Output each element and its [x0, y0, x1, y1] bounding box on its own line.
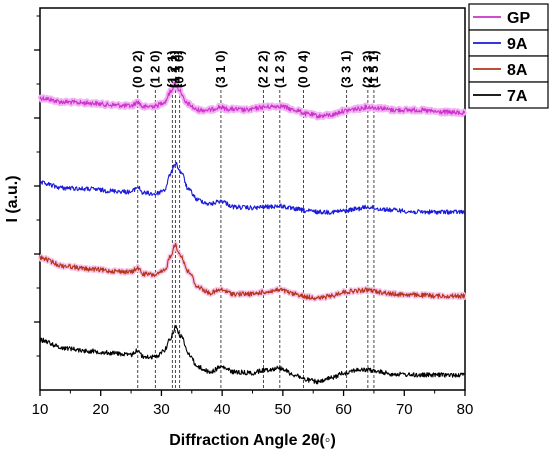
- plane-label: (1 2 1): [164, 50, 179, 88]
- plane-label: (0 0 4): [296, 50, 311, 88]
- plane-label: (2 3 3): [360, 50, 375, 88]
- plane-labels: (0 0 2) (1 2 0) (1 2 1)(1 1 2)(0 3 0) (3 1 …: [130, 50, 381, 88]
- legend-label: GP: [507, 10, 530, 27]
- x-tick-label: 70: [396, 401, 413, 418]
- x-tick-label: 30: [153, 401, 170, 418]
- y-axis-ticks: [34, 15, 40, 357]
- series-line-7a: [39, 325, 465, 385]
- plane-label: (0 3 0): [172, 50, 187, 88]
- x-tick-label: 50: [275, 401, 292, 418]
- plot-frame: [39, 7, 466, 391]
- legend-label: 9A: [507, 36, 528, 53]
- legend-label: 8A: [507, 62, 528, 79]
- x-tick-label: 80: [457, 401, 474, 418]
- x-axis-ticks: 10 20 30 40 50 60 70 80: [32, 390, 474, 418]
- plane-label: (3 3 1): [339, 50, 354, 88]
- series-line-9a: [39, 161, 466, 215]
- plane-label: (1 2 3): [272, 50, 287, 88]
- legend-label: 7A: [507, 88, 528, 105]
- series-gp-glow: [37, 79, 467, 121]
- x-axis-title: Diffraction Angle 2θ(◦): [169, 432, 336, 449]
- plane-label: (0 0 2): [130, 50, 145, 88]
- plane-label: (1 5 1): [366, 50, 381, 88]
- plot-area-border: [39, 7, 466, 391]
- y-axis-title: I (a.u.): [4, 175, 21, 222]
- x-tick-label: 20: [92, 401, 109, 418]
- legend: GP 9A 8A 7A: [468, 3, 549, 109]
- plane-label: (1 1 2): [167, 50, 182, 88]
- series-8a-glow: [38, 241, 467, 302]
- x-tick-label: 60: [335, 401, 352, 418]
- plane-label: (1 2 0): [147, 50, 162, 88]
- plane-label: (2 2 2): [255, 50, 270, 88]
- series-layer: [37, 79, 467, 385]
- x-tick-label: 40: [214, 401, 231, 418]
- series-line-8a: [39, 242, 466, 301]
- reference-lines: [137, 90, 375, 390]
- series-line-gp: [39, 81, 466, 119]
- x-tick-label: 10: [32, 401, 49, 418]
- plane-label: (3 1 0): [213, 50, 228, 88]
